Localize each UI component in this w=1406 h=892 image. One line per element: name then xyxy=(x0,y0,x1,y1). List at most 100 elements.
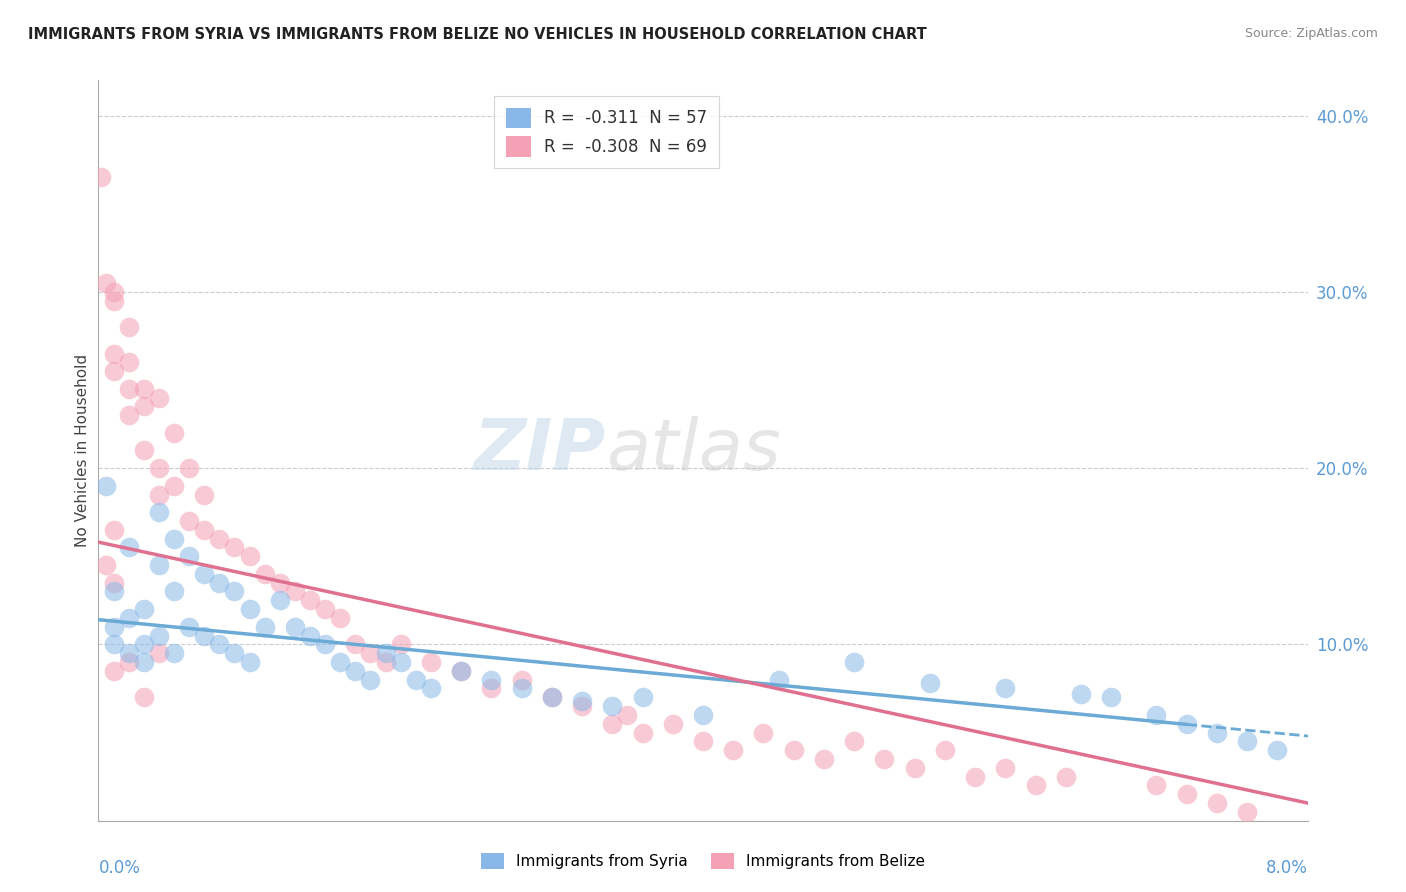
Point xyxy=(344,664,367,678)
Point xyxy=(103,346,125,360)
Point xyxy=(994,681,1017,696)
Point xyxy=(193,523,215,537)
Point xyxy=(1146,707,1168,722)
Point xyxy=(374,646,396,660)
Point xyxy=(163,584,186,599)
Point xyxy=(253,620,276,634)
Point xyxy=(374,655,396,669)
Point xyxy=(314,637,336,651)
Point xyxy=(723,743,745,757)
Point xyxy=(450,664,472,678)
Point xyxy=(752,725,775,739)
Point xyxy=(692,734,714,748)
Point xyxy=(284,584,307,599)
Point xyxy=(389,637,412,651)
Point xyxy=(1025,778,1047,792)
Point xyxy=(208,637,231,651)
Point xyxy=(768,673,790,687)
Text: 8.0%: 8.0% xyxy=(1265,859,1308,878)
Point xyxy=(918,676,941,690)
Point xyxy=(481,681,503,696)
Point xyxy=(1175,787,1198,801)
Point xyxy=(118,408,141,422)
Point xyxy=(118,655,141,669)
Point xyxy=(148,646,170,660)
Point xyxy=(224,584,246,599)
Point xyxy=(1236,734,1258,748)
Point xyxy=(405,673,427,687)
Legend: Immigrants from Syria, Immigrants from Belize: Immigrants from Syria, Immigrants from B… xyxy=(475,847,931,875)
Point xyxy=(94,276,117,290)
Point xyxy=(163,479,186,493)
Point xyxy=(420,655,443,669)
Point xyxy=(904,761,927,775)
Text: atlas: atlas xyxy=(606,416,780,485)
Legend: R =  -0.311  N = 57, R =  -0.308  N = 69: R = -0.311 N = 57, R = -0.308 N = 69 xyxy=(494,96,718,169)
Point xyxy=(179,549,201,564)
Point xyxy=(873,752,896,766)
Point xyxy=(571,694,593,708)
Y-axis label: No Vehicles in Household: No Vehicles in Household xyxy=(75,354,90,547)
Point xyxy=(284,620,307,634)
Point xyxy=(132,690,155,705)
Point xyxy=(540,690,562,705)
Point xyxy=(132,382,155,396)
Point xyxy=(193,487,215,501)
Point xyxy=(132,602,155,616)
Point xyxy=(389,655,412,669)
Point xyxy=(103,664,125,678)
Point xyxy=(179,620,201,634)
Point xyxy=(1054,770,1077,784)
Point xyxy=(1175,716,1198,731)
Point xyxy=(163,646,186,660)
Point xyxy=(148,461,170,475)
Point xyxy=(103,620,125,634)
Point xyxy=(94,479,117,493)
Point xyxy=(314,602,336,616)
Point xyxy=(1070,687,1092,701)
Point xyxy=(132,400,155,414)
Point xyxy=(813,752,835,766)
Point xyxy=(329,655,352,669)
Text: IMMIGRANTS FROM SYRIA VS IMMIGRANTS FROM BELIZE NO VEHICLES IN HOUSEHOLD CORRELA: IMMIGRANTS FROM SYRIA VS IMMIGRANTS FROM… xyxy=(28,27,927,42)
Point xyxy=(450,664,472,678)
Point xyxy=(631,725,654,739)
Point xyxy=(661,716,683,731)
Point xyxy=(163,532,186,546)
Point xyxy=(148,487,170,501)
Point xyxy=(94,558,117,572)
Point xyxy=(118,646,141,660)
Point xyxy=(132,637,155,651)
Text: ZIP: ZIP xyxy=(474,416,606,485)
Point xyxy=(103,584,125,599)
Point xyxy=(118,382,141,396)
Point xyxy=(118,320,141,334)
Point xyxy=(224,541,246,555)
Point xyxy=(103,637,125,651)
Point xyxy=(163,425,186,440)
Point xyxy=(118,611,141,625)
Point xyxy=(1236,805,1258,819)
Point xyxy=(571,699,593,714)
Point xyxy=(118,355,141,369)
Point xyxy=(420,681,443,696)
Point xyxy=(253,566,276,581)
Point xyxy=(994,761,1017,775)
Point xyxy=(299,593,322,607)
Point xyxy=(269,593,291,607)
Point xyxy=(90,170,112,185)
Point xyxy=(193,628,215,642)
Point xyxy=(616,707,638,722)
Point xyxy=(360,673,382,687)
Point xyxy=(783,743,806,757)
Point xyxy=(269,575,291,590)
Point xyxy=(602,699,624,714)
Point xyxy=(103,575,125,590)
Point xyxy=(1267,743,1289,757)
Point xyxy=(510,681,533,696)
Point xyxy=(193,566,215,581)
Point xyxy=(510,673,533,687)
Point xyxy=(1099,690,1122,705)
Point xyxy=(208,575,231,590)
Point xyxy=(132,655,155,669)
